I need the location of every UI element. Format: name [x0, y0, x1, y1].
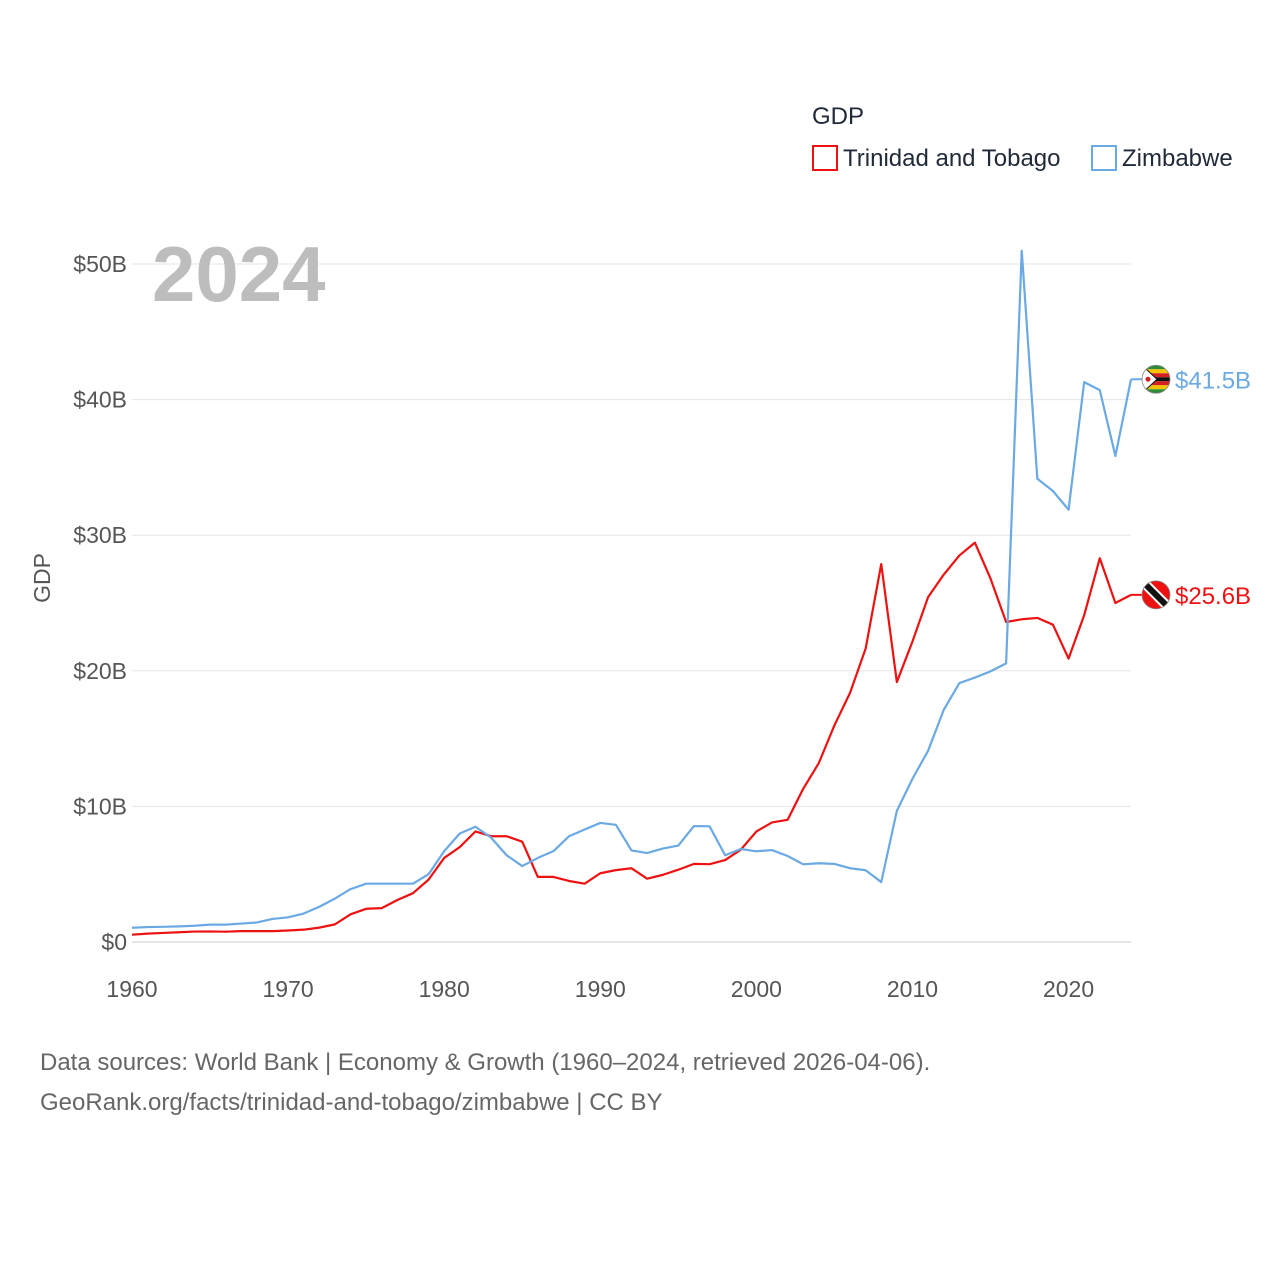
- data-source-note: Data sources: World Bank | Economy & Gro…: [40, 1043, 930, 1123]
- y-axis: $0 $10B $20B $30B $40B $50B: [73, 251, 127, 955]
- series-lines: [131, 249, 1133, 936]
- end-value-label-zimbabwe: $41.5B: [1175, 367, 1251, 394]
- y-tick-label: $50B: [73, 251, 127, 277]
- x-tick-label: 1960: [106, 976, 157, 1002]
- legend-swatch-trinidad: [812, 145, 838, 171]
- source-line-2: GeoRank.org/facts/trinidad-and-tobago/zi…: [40, 1089, 663, 1116]
- x-tick-label: 2000: [731, 976, 782, 1002]
- y-tick-label: $10B: [73, 793, 127, 819]
- x-axis: 1960 1970 1980 1990 2000 2010 2020: [106, 976, 1094, 1002]
- legend-label-zimbabwe: Zimbabwe: [1122, 145, 1233, 172]
- legend-swatch-zimbabwe: [1091, 145, 1117, 171]
- y-tick-label: $40B: [73, 387, 127, 413]
- x-tick-label: 2020: [1043, 976, 1094, 1002]
- x-tick-label: 1970: [263, 976, 314, 1002]
- legend-label-trinidad: Trinidad and Tobago: [843, 145, 1061, 172]
- legend: GDP Trinidad and Tobago Zimbabwe: [812, 103, 1233, 172]
- series-line-zimbabwe: [131, 249, 1133, 929]
- x-tick-label: 1980: [419, 976, 470, 1002]
- zimbabwe-flag-marker: [1141, 364, 1171, 394]
- gridlines: [132, 263, 1131, 943]
- y-axis-title: GDP: [29, 553, 55, 603]
- x-tick-label: 2010: [887, 976, 938, 1002]
- y-tick-label: $30B: [73, 522, 127, 548]
- end-value-label-trinidad: $25.6B: [1175, 583, 1251, 610]
- y-tick-label: $20B: [73, 658, 127, 684]
- source-line-1: Data sources: World Bank | Economy & Gro…: [40, 1049, 931, 1076]
- end-markers: $25.6B $41.5B: [1131, 364, 1251, 610]
- series-line-trinidad: [131, 541, 1132, 936]
- trinidad-flag-marker: [1141, 580, 1171, 610]
- year-label: 2024: [152, 230, 326, 318]
- y-tick-label: $0: [101, 929, 127, 955]
- legend-title: GDP: [812, 103, 864, 130]
- x-tick-label: 1990: [575, 976, 626, 1002]
